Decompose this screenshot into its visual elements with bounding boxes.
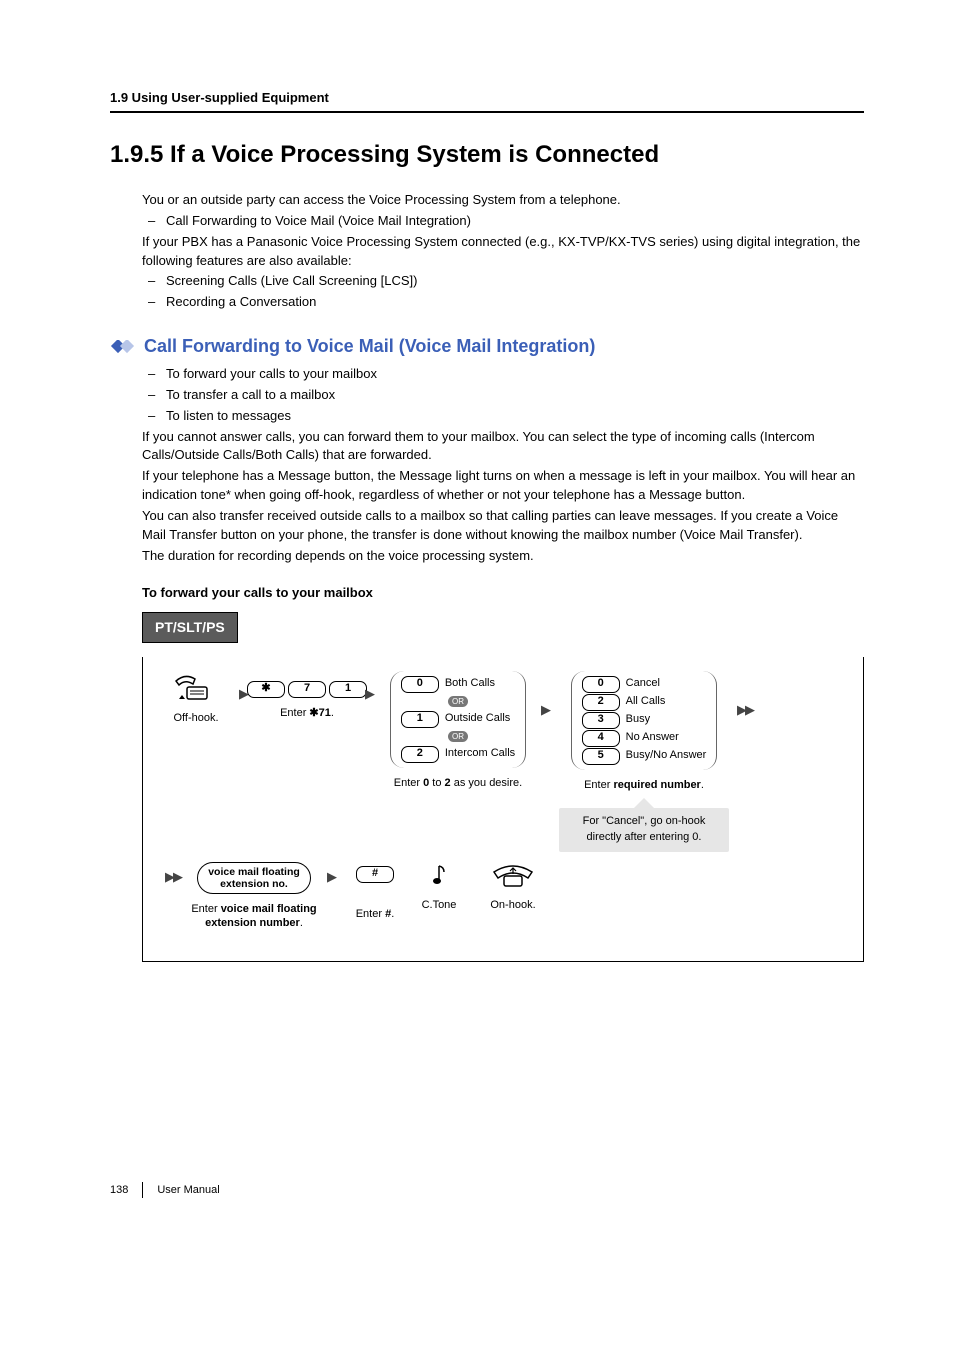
step-caption: Enter 0 to 2 as you desire. [394, 776, 522, 790]
option-label: Busy [626, 712, 650, 728]
step-offhook: Off-hook. [161, 671, 231, 725]
step-ctone: C.Tone [409, 862, 469, 912]
step-caption: Enter #. [356, 907, 395, 921]
keypad-key: 7 [288, 681, 326, 698]
step-caption: Enter ✱71. [280, 706, 334, 720]
arrow-icon: ▶ [361, 685, 379, 704]
cancel-note: For "Cancel", go on-hook directly after … [559, 808, 729, 852]
section-heading: Call Forwarding to Voice Mail (Voice Mai… [144, 336, 595, 357]
step-call-type-options: 0 Both Calls OR 1 Outside Calls OR 2 Interc… [383, 671, 533, 790]
section-paragraph: If you cannot answer calls, you can forw… [142, 428, 864, 466]
option-label: No Answer [626, 730, 679, 746]
onhook-phone-icon [488, 862, 538, 890]
keypad-key: 2 [582, 694, 620, 711]
option-label: Intercom Calls [445, 746, 515, 762]
offhook-phone-icon [173, 671, 219, 703]
list-item: Call Forwarding to Voice Mail (Voice Mai… [142, 212, 864, 231]
arrow-continue-icon: ▶▶ [733, 701, 757, 720]
or-separator-icon: OR [448, 731, 468, 743]
keypad-key: 0 [582, 676, 620, 693]
list-item: To forward your calls to your mailbox [142, 365, 864, 384]
section-paragraph: The duration for recording depends on th… [142, 547, 864, 566]
list-item: Screening Calls (Live Call Screening [LC… [142, 272, 864, 291]
step-caption: Off-hook. [173, 711, 218, 725]
option-label: All Calls [626, 694, 666, 710]
page-footer: 138 User Manual [110, 1182, 864, 1198]
flowchart-tab: PT/SLT/PS [142, 612, 238, 642]
section-paragraph: If your telephone has a Message button, … [142, 467, 864, 505]
arrow-icon: ▶ [323, 868, 341, 887]
page-title: 1.9.5 If a Voice Processing System is Co… [110, 141, 864, 169]
list-item: To listen to messages [142, 407, 864, 426]
keypad-key: 2 [401, 746, 439, 763]
section-bullet-list: To forward your calls to your mailbox To… [142, 365, 864, 426]
confirmation-tone-icon [426, 862, 452, 890]
option-label: Outside Calls [445, 711, 510, 727]
intro-list-b: Screening Calls (Live Call Screening [LC… [142, 272, 864, 312]
step-hash: # Enter #. [345, 862, 405, 921]
keypad-key: # [356, 866, 394, 883]
option-label: Both Calls [445, 676, 495, 692]
keypad-key: 1 [401, 711, 439, 728]
keypad-key: ✱ [247, 681, 285, 698]
step-caption: Enter required number. [584, 778, 704, 792]
keypad-key: 3 [582, 712, 620, 729]
option-label: Busy/No Answer [626, 748, 707, 764]
keypad-key: 5 [582, 748, 620, 765]
step-forward-mode-options: 0 Cancel 2 All Calls 3 Busy 4 No Answer 5 Bus… [559, 671, 729, 852]
or-separator-icon: OR [448, 696, 468, 708]
keypad-key: 4 [582, 730, 620, 747]
option-label: Cancel [626, 676, 660, 692]
section-heading-row: Call Forwarding to Voice Mail (Voice Mai… [110, 336, 864, 357]
list-item: To transfer a call to a mailbox [142, 386, 864, 405]
arrow-icon: ▶ [537, 701, 555, 720]
arrow-continue-icon: ▶▶ [161, 868, 185, 887]
flowchart-container: PT/SLT/PS [142, 612, 864, 961]
footer-label: User Manual [157, 1184, 219, 1196]
intro-paragraph-2: If your PBX has a Panasonic Voice Proces… [142, 233, 864, 271]
intro-paragraph-1: You or an outside party can access the V… [142, 191, 864, 210]
step-caption: C.Tone [422, 898, 457, 912]
step-caption: Enter voice mail floating extension numb… [189, 902, 319, 931]
step-caption: On-hook. [490, 898, 535, 912]
list-item: Recording a Conversation [142, 293, 864, 312]
section-paragraph: You can also transfer received outside c… [142, 507, 864, 545]
step-dial-code: ✱ 7 1 Enter ✱71. [257, 671, 357, 720]
flow-heading: To forward your calls to your mailbox [142, 584, 864, 603]
diamond-bullet-icon [110, 340, 136, 354]
section-header: 1.9 Using User-supplied Equipment [110, 90, 864, 113]
keypad-key: 0 [401, 676, 439, 693]
step-vm-extension: voice mail floating extension no. Enter … [189, 862, 319, 931]
intro-list-a: Call Forwarding to Voice Mail (Voice Mai… [142, 212, 864, 231]
page-number: 138 [110, 1184, 128, 1196]
footer-divider [142, 1182, 143, 1198]
vm-extension-oval: voice mail floating extension no. [197, 862, 311, 894]
step-onhook: On-hook. [473, 862, 553, 912]
